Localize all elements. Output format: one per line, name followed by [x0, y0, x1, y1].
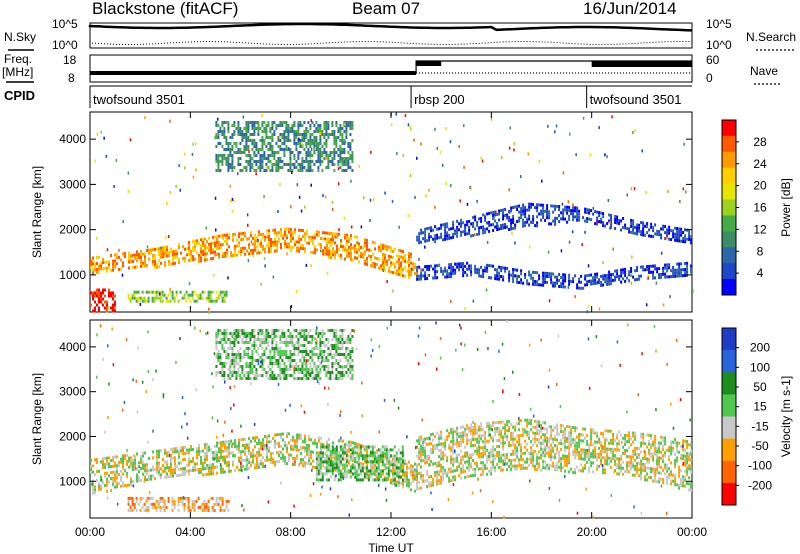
nsearch-label: N.Search	[746, 30, 796, 44]
velocity-colorbar: 200 100 50 15 -15 -50 -100 -200 Velocity [m s-1]	[721, 327, 793, 506]
site-title: Blackstone (fitACF)	[92, 0, 238, 18]
colorbar-title: Power [dB]	[779, 178, 793, 237]
cpid-segment-label: twofsound 3501	[93, 92, 185, 107]
colorbar-tick-label: -100	[748, 459, 772, 473]
colorbar-swatch	[722, 199, 736, 216]
echo-cells	[90, 112, 694, 315]
colorbar-tick-label: 12	[753, 222, 767, 236]
freq-bar-2	[416, 61, 442, 66]
y-tick-label: 4000	[59, 132, 86, 146]
colorbar-swatch	[722, 120, 736, 137]
colorbar-swatch	[722, 231, 736, 248]
colorbar-tick-label: -15	[751, 419, 769, 433]
power-panel: 1000 2000 3000 4000 Slant Range [km]	[30, 111, 694, 315]
colorbar-swatch	[722, 328, 736, 351]
colorbar-tick-label: 20	[753, 179, 767, 193]
nave-tick-top: 60	[706, 53, 720, 67]
date-title: 16/Jun/2014	[583, 0, 677, 18]
y-axis-title: Slant Range [km]	[30, 166, 44, 258]
x-tick-label: 20:00	[577, 525, 607, 539]
x-tick-label: 08:00	[276, 525, 306, 539]
freq-bar-3	[591, 61, 692, 67]
x-tick-label: 00:00	[677, 525, 707, 539]
colorbar-tick-label: 200	[750, 341, 770, 355]
freq-bar-1	[90, 71, 417, 75]
colorbar-title: Velocity [m s-1]	[779, 376, 793, 457]
power-colorbar: 28 24 20 16 12 8 4 Power [dB]	[721, 119, 793, 296]
x-tick-label: 04:00	[175, 525, 205, 539]
colorbar-swatch	[722, 215, 736, 232]
colorbar-tick-label: 8	[757, 244, 764, 258]
nsky-panel: N.Sky 10^5 10^0 10^5 10^0 N.Search	[4, 17, 796, 52]
y-tick-label: 1000	[59, 268, 86, 282]
cpid-segment-label: twofsound 3501	[590, 92, 682, 107]
nave-tick-bottom: 0	[706, 71, 713, 85]
y-tick-label: 1000	[59, 474, 86, 488]
colorbar-swatch	[722, 151, 736, 169]
y-tick-label: 3000	[59, 385, 86, 399]
cpid-panel: CPID twofsound 3501 rbsp 200 twofsound 350…	[4, 85, 692, 108]
freq-trace	[90, 60, 692, 75]
colorbar-swatch	[722, 394, 736, 417]
nsearch-line	[89, 41, 693, 45]
beam-title: Beam 07	[352, 0, 420, 18]
colorbar-swatch	[722, 135, 736, 153]
nsearch-tick-bottom: 10^0	[706, 38, 732, 52]
x-tick-label: 12:00	[376, 525, 406, 539]
freq-unit-label: [MHz]	[2, 65, 33, 79]
colorbar-swatch	[722, 438, 736, 462]
colorbar-swatch	[722, 263, 736, 280]
colorbar-swatch	[722, 372, 736, 395]
freq-panel: Freq. [MHz] 18 8 60 0 Nave	[2, 52, 780, 85]
colorbar-swatch	[722, 482, 736, 506]
colorbar-swatch	[722, 167, 736, 185]
x-tick-label: 00:00	[75, 525, 105, 539]
cpid-label: CPID	[4, 88, 35, 103]
colorbar-swatch	[722, 183, 736, 200]
colorbar-tick-label: 24	[753, 157, 767, 171]
colorbar-tick-label: 50	[753, 380, 767, 394]
colorbar-swatch	[722, 247, 736, 264]
plot-frame	[89, 319, 693, 519]
colorbar-tick-label: 15	[753, 400, 767, 414]
freq-label: Freq.	[4, 52, 32, 66]
x-axis-title: Time UT	[368, 541, 414, 554]
y-tick-label: 4000	[59, 340, 86, 354]
colorbar-tick-label: -200	[748, 478, 772, 492]
echo-cells	[90, 320, 693, 519]
nsearch-tick-top: 10^5	[706, 17, 732, 31]
y-tick-label: 3000	[59, 177, 86, 191]
velocity-panel: 1000 2000 3000 4000 Slant Range [km] 00:00 04:…	[30, 319, 707, 539]
nsky-label: N.Sky	[4, 30, 36, 44]
nsky-tick-top: 10^5	[52, 17, 78, 31]
colorbar-tick-label: 100	[750, 360, 770, 374]
colorbar-tick-label: 4	[757, 266, 764, 280]
freq-tick-bottom: 8	[68, 71, 75, 85]
nave-label: Nave	[750, 64, 778, 78]
colorbar-tick-label: -50	[751, 439, 769, 453]
x-tick-label: 16:00	[476, 525, 506, 539]
nsky-trace	[88, 22, 693, 45]
colorbar-tick-label: 16	[753, 201, 767, 215]
colorbar-swatch	[722, 350, 736, 373]
colorbar-swatch	[722, 279, 736, 296]
nsky-tick-bottom: 10^0	[52, 38, 78, 52]
colorbar-swatch	[722, 460, 736, 484]
y-axis-title: Slant Range [km]	[30, 373, 44, 465]
colorbar-swatch	[722, 416, 736, 440]
y-tick-label: 2000	[59, 429, 86, 443]
colorbar-tick-label: 28	[753, 135, 767, 149]
cpid-segment-label: rbsp 200	[414, 92, 465, 107]
y-tick-label: 2000	[59, 223, 86, 237]
freq-tick-top: 18	[63, 53, 77, 67]
nsky-line	[88, 22, 693, 32]
